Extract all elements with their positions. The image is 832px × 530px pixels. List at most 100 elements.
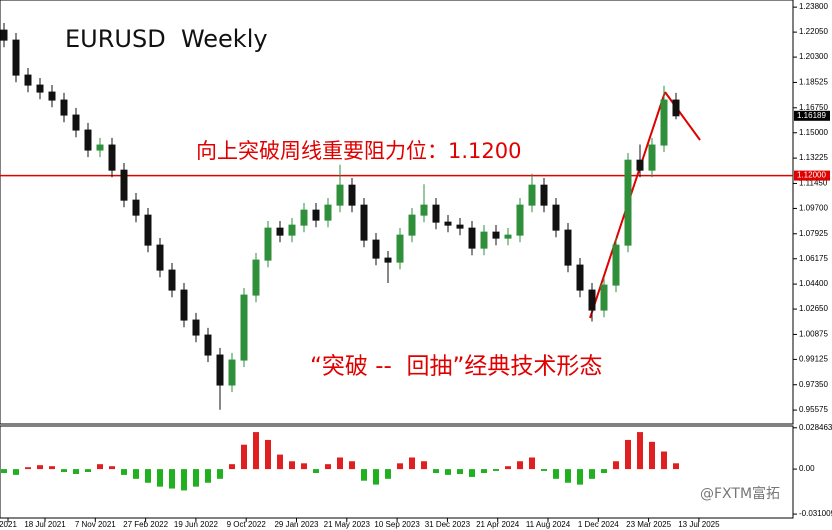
trend-line xyxy=(664,91,701,141)
macd-bar xyxy=(625,439,631,470)
macd-bar xyxy=(193,469,199,487)
annotation: “突破 -- 回抽”经典技术形态 xyxy=(310,354,602,380)
y-tick-label: 1.00875 xyxy=(799,330,828,339)
candle-body xyxy=(36,84,44,93)
macd-bar xyxy=(529,457,535,470)
candle-body xyxy=(516,204,524,236)
macd-bar xyxy=(85,469,91,472)
x-tick-label: 21 Apr 2024 xyxy=(476,520,520,529)
candle-body xyxy=(444,221,452,226)
x-tick-label: 18 Jul 2021 xyxy=(24,520,66,529)
macd-bar xyxy=(37,465,43,470)
macd-bar xyxy=(673,463,679,470)
x-tick-label: 10 Sep 2023 xyxy=(374,520,420,529)
macd-bar xyxy=(265,439,271,470)
macd-bar xyxy=(469,469,475,477)
y-tick-label: -0.031009 xyxy=(799,509,832,518)
candle-body xyxy=(24,74,32,86)
x-tick-label: 2021 xyxy=(0,520,17,529)
price-frame xyxy=(0,0,794,425)
macd-bar xyxy=(505,466,511,470)
candle-body xyxy=(384,257,392,263)
macd-bar xyxy=(361,469,367,481)
watermark: @FXTM富拓 xyxy=(700,485,780,502)
candle-body xyxy=(216,354,224,386)
x-tick-label: 7 Nov 2021 xyxy=(75,520,116,529)
y-tick-label: 1.06175 xyxy=(799,254,828,263)
macd-bar xyxy=(25,467,31,470)
candle-body xyxy=(408,214,416,236)
macd-bar xyxy=(373,469,379,485)
macd-bar xyxy=(13,469,19,475)
x-tick-label: 1 Dec 2024 xyxy=(578,520,619,529)
macd-bar xyxy=(325,464,331,470)
candle-body xyxy=(456,224,464,229)
x-tick-label: 9 Oct 2022 xyxy=(227,520,267,529)
macd-bar xyxy=(601,469,607,474)
candle-body xyxy=(348,184,356,206)
macd-bar xyxy=(313,469,319,474)
macd-bar xyxy=(217,469,223,479)
macd-bar xyxy=(109,466,115,470)
candle-body xyxy=(576,264,584,291)
candle-body xyxy=(372,239,380,259)
macd-bar xyxy=(349,461,355,470)
candle-body xyxy=(600,284,608,311)
y-tick-label: 1.16750 xyxy=(799,103,828,112)
macd-bar xyxy=(121,469,127,475)
macd-bar xyxy=(385,469,391,479)
chart-title: EURUSD Weekly xyxy=(65,25,268,53)
candle-body xyxy=(72,114,80,131)
price-label: 1.16189 xyxy=(797,111,826,120)
candle-body xyxy=(264,227,272,261)
candle-body xyxy=(468,227,476,249)
y-tick-label: 1.20300 xyxy=(799,52,828,61)
candle-body xyxy=(624,159,632,246)
candle-body xyxy=(156,244,164,271)
candle-body xyxy=(324,204,332,221)
candle-body xyxy=(432,204,440,223)
level-label: 1.12000 xyxy=(797,171,826,180)
candle-body xyxy=(396,234,404,263)
price-label-box xyxy=(794,110,830,121)
macd-bar xyxy=(661,451,667,470)
candle-body xyxy=(12,39,20,76)
candle-body xyxy=(0,29,8,41)
macd-bar xyxy=(229,464,235,470)
candle-body xyxy=(564,229,572,266)
macd-bar xyxy=(157,469,163,487)
macd-bar xyxy=(421,461,427,470)
candle-body xyxy=(540,184,548,206)
x-tick-label: 31 Dec 2023 xyxy=(425,520,471,529)
candle-body xyxy=(636,159,644,171)
candle-body xyxy=(420,204,428,216)
x-tick-label: 11 Aug 2024 xyxy=(526,520,571,529)
level-label-box xyxy=(794,170,830,181)
y-tick-label: 1.02650 xyxy=(799,304,828,313)
y-tick-label: 0.0284638 xyxy=(799,423,832,432)
candle-body xyxy=(252,259,260,296)
candle-body xyxy=(60,99,68,116)
candle-body xyxy=(96,144,104,151)
candle-body xyxy=(108,144,116,171)
candle-body xyxy=(312,209,320,221)
macd-bar xyxy=(61,469,67,472)
macd-bar xyxy=(541,469,547,471)
y-tick-label: 0.95575 xyxy=(799,405,828,414)
candle-body xyxy=(228,359,236,386)
candle-body xyxy=(240,294,248,361)
macd-bar xyxy=(301,463,307,470)
candle-body xyxy=(84,129,92,151)
macd-bar xyxy=(145,469,151,483)
candle-body xyxy=(492,231,500,239)
macd-bar xyxy=(445,469,451,475)
candle-body xyxy=(120,169,128,201)
macd-bar xyxy=(73,469,79,475)
macd-bar xyxy=(1,469,7,474)
macd-bar xyxy=(169,469,175,489)
macd-bar xyxy=(397,463,403,470)
macd-bar xyxy=(637,432,643,470)
y-tick-label: 0.97350 xyxy=(799,380,828,389)
macd-bar xyxy=(277,454,283,470)
y-tick-label: 1.23800 xyxy=(799,2,828,11)
